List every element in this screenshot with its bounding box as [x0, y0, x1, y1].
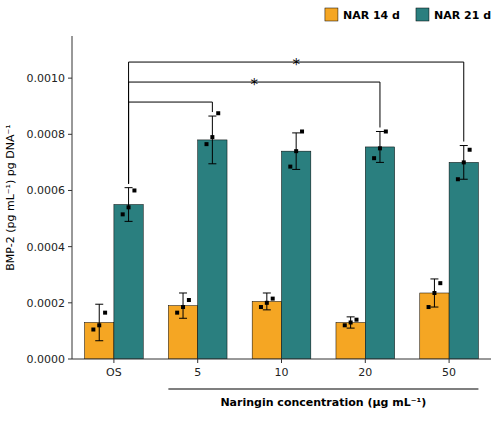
- bar: [282, 151, 311, 359]
- data-point: [288, 165, 292, 169]
- y-tick-label: 0.0002: [27, 297, 66, 310]
- bar: [198, 140, 227, 359]
- legend-swatch: [416, 8, 429, 21]
- y-tick-label: 0.0006: [27, 184, 66, 197]
- legend: NAR 14 d NAR 21 d: [325, 8, 491, 22]
- data-point: [175, 311, 179, 315]
- data-point: [91, 328, 95, 332]
- data-point: [265, 301, 269, 305]
- data-point: [127, 205, 131, 209]
- y-tick: [68, 359, 72, 360]
- significance-bracket: [129, 82, 380, 184]
- data-point: [438, 281, 442, 285]
- x-tick-label: 10: [275, 366, 289, 379]
- error-bar: [347, 317, 355, 328]
- y-tick-label: 0.0010: [27, 72, 66, 85]
- data-point: [121, 212, 125, 216]
- x-tick-label: 50: [442, 366, 456, 379]
- data-point: [372, 156, 376, 160]
- legend-item: NAR 21 d: [416, 8, 491, 22]
- y-tick: [68, 78, 72, 79]
- data-point: [204, 142, 208, 146]
- error-bar: [208, 116, 216, 164]
- chart: 0.0000 0.0002 0.0004 0.0006 0.0008 0.0010 OS 5 1…: [0, 0, 503, 437]
- xlabel-bracket: [168, 388, 478, 389]
- data-point: [271, 297, 275, 301]
- y-tick: [68, 134, 72, 135]
- data-point: [300, 129, 304, 133]
- error-bar: [95, 304, 103, 341]
- x-tick-label: 20: [358, 366, 372, 379]
- data-point: [294, 149, 298, 153]
- data-point: [462, 160, 466, 164]
- legend-swatch: [325, 8, 338, 21]
- bar: [449, 162, 478, 359]
- y-tick-label: 0.0000: [27, 353, 66, 366]
- x-tick: [197, 359, 198, 363]
- x-axis-label: Naringin concentration (μg mL⁻¹): [220, 396, 426, 409]
- error-bar: [125, 188, 133, 222]
- significance-bracket: [129, 102, 213, 184]
- bar: [365, 147, 394, 359]
- data-point: [132, 188, 136, 192]
- data-point: [384, 129, 388, 133]
- data-point: [97, 323, 101, 327]
- x-tick: [365, 359, 366, 363]
- data-point: [343, 323, 347, 327]
- legend-item: NAR 14 d: [325, 8, 400, 22]
- y-tick-label: 0.0008: [27, 128, 66, 141]
- significance-label: *: [251, 76, 259, 94]
- data-point: [216, 111, 220, 115]
- data-point: [456, 177, 460, 181]
- y-axis-label: BMP-2 (pg mL⁻¹) pg DNA⁻¹: [4, 124, 17, 270]
- x-tick-label: 5: [194, 366, 201, 379]
- legend-label: NAR 14 d: [343, 9, 400, 22]
- error-bar: [430, 279, 438, 307]
- data-point: [210, 135, 214, 139]
- error-bar: [179, 293, 187, 318]
- data-point: [103, 311, 107, 315]
- data-point: [181, 305, 185, 309]
- data-point: [355, 318, 359, 322]
- data-point: [349, 320, 353, 324]
- data-point: [259, 305, 263, 309]
- x-tick: [449, 359, 450, 363]
- y-tick: [68, 246, 72, 247]
- y-tick: [68, 302, 72, 303]
- x-tick-label: OS: [106, 366, 122, 379]
- significance-bracket: [129, 62, 464, 184]
- data-point: [432, 291, 436, 295]
- x-tick: [281, 359, 282, 363]
- error-bar: [376, 131, 384, 162]
- data-point: [378, 146, 382, 150]
- error-bar: [263, 293, 271, 310]
- legend-label: NAR 21 d: [434, 9, 491, 22]
- y-tick: [68, 190, 72, 191]
- error-bar: [292, 133, 300, 170]
- y-tick-label: 0.0004: [27, 241, 66, 254]
- bar: [114, 205, 143, 359]
- significance-label: *: [292, 56, 300, 74]
- data-point: [427, 305, 431, 309]
- data-point: [187, 298, 191, 302]
- data-point: [468, 148, 472, 152]
- plot-marks: [85, 111, 479, 359]
- x-tick: [113, 359, 114, 363]
- y-axis: [72, 36, 73, 359]
- error-bar: [460, 146, 468, 180]
